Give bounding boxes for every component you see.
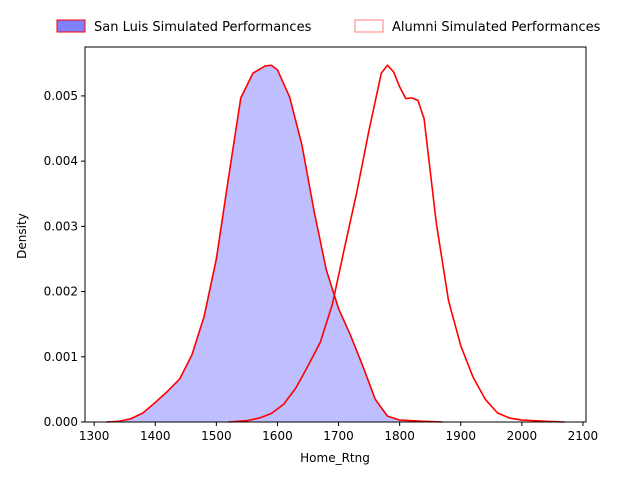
density-line-1	[228, 64, 565, 423]
x-tick-label: 1300	[79, 429, 110, 443]
x-tick-label: 1700	[323, 429, 354, 443]
density-area-0	[106, 65, 443, 422]
density-line-0	[106, 64, 443, 423]
y-tick-label: 0.005	[44, 89, 78, 103]
legend-label-san-luis: San Luis Simulated Performances	[94, 20, 312, 35]
x-axis-label: Home_Rtng	[300, 451, 370, 465]
legend-label-alumni: Alumni Simulated Performances	[392, 20, 601, 35]
axes-frame	[84, 46, 587, 423]
plot-area	[84, 46, 587, 423]
y-tick-label: 0.002	[44, 285, 78, 299]
x-tick-label: 1900	[445, 429, 476, 443]
legend-swatch-alumni	[354, 19, 384, 33]
x-tick-label: 1600	[262, 429, 293, 443]
y-axis: 0.000 0.001 0.002 0.003 0.004 0.005	[44, 89, 85, 429]
x-tick-label: 1800	[384, 429, 415, 443]
y-tick-label: 0.000	[44, 415, 78, 429]
y-axis-label: Density	[15, 213, 29, 259]
x-tick-label: 2000	[507, 429, 538, 443]
legend-swatch-san-luis	[56, 19, 86, 33]
y-tick-label: 0.003	[44, 219, 78, 233]
y-tick-label: 0.001	[44, 350, 78, 364]
x-tick-label: 2100	[568, 429, 599, 443]
legend: San Luis Simulated Performances Alumni S…	[56, 19, 601, 35]
y-tick-label: 0.004	[44, 154, 78, 168]
x-tick-label: 1400	[140, 429, 171, 443]
x-axis: 1300 1400 1500 1600 1700 1800 1900 2000 2100	[79, 422, 598, 443]
x-tick-label: 1500	[201, 429, 232, 443]
